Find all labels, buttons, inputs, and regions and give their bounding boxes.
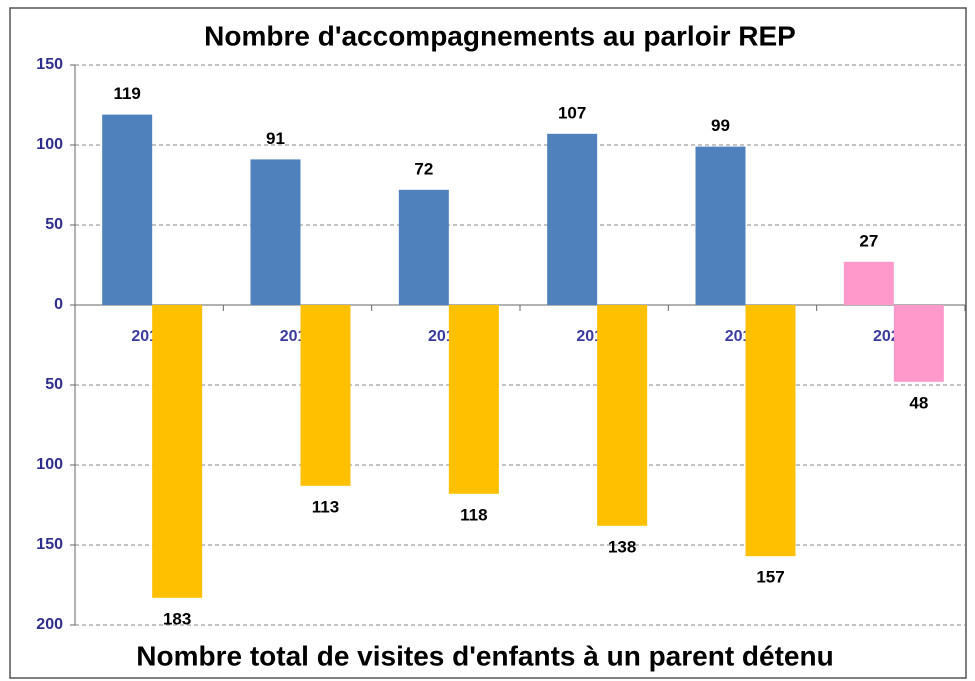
- bar: [250, 159, 301, 305]
- value-label: 99: [711, 116, 730, 135]
- y-tick-label: 150: [36, 536, 63, 553]
- bar: [597, 305, 648, 526]
- value-label: 118: [460, 505, 487, 524]
- chart-title: Nombre d'accompagnements au parloir REP: [204, 20, 796, 51]
- bar: [695, 146, 746, 305]
- value-label: 119: [113, 84, 140, 103]
- bar: [745, 305, 796, 557]
- value-label: 27: [859, 231, 878, 250]
- value-label: 113: [312, 497, 339, 516]
- y-tick-label: 100: [36, 136, 63, 153]
- bottom-title: Nombre total de visites d'enfants à un p…: [136, 640, 833, 671]
- value-label: 107: [558, 103, 586, 122]
- value-label: 72: [414, 159, 433, 178]
- y-tick-label: 200: [36, 616, 63, 633]
- bar: [547, 133, 598, 305]
- y-tick-label: 0: [54, 296, 63, 313]
- value-label: 157: [756, 568, 784, 587]
- value-label: 138: [608, 537, 636, 556]
- y-tick-label: 50: [45, 216, 63, 233]
- bar: [102, 114, 153, 305]
- y-tick-label: 100: [36, 456, 63, 473]
- bar: [398, 189, 449, 305]
- bar: [843, 261, 894, 305]
- y-tick-label: 150: [36, 56, 63, 73]
- value-label: 91: [266, 129, 285, 148]
- value-label: 183: [163, 609, 191, 628]
- bar: [152, 305, 203, 598]
- bar: [300, 305, 351, 486]
- value-label: 48: [909, 393, 928, 412]
- bar: [448, 305, 499, 494]
- bar: [893, 305, 944, 382]
- y-tick-label: 50: [45, 376, 63, 393]
